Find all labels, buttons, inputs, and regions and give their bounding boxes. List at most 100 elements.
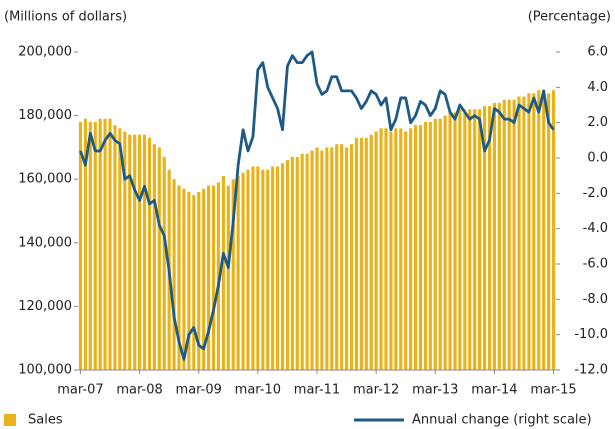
bar [276,166,280,370]
bar [547,93,551,370]
bar [271,166,275,370]
bar [172,179,176,370]
bar [492,102,496,370]
bar [103,118,107,370]
bar [142,134,147,370]
bar [93,121,97,371]
bar [340,144,344,370]
bar [433,118,437,370]
y-tick-label: 100,000 [18,363,72,378]
y-tick-label: 200,000 [18,45,72,60]
bar [335,144,339,370]
y2-tick-label: -2.0 [583,186,608,201]
bar [379,128,383,370]
bar [162,156,166,370]
y2-tick-label: 2.0 [587,115,608,130]
x-tick-label: mar-08 [116,383,162,398]
bar [369,134,373,370]
bar [537,90,541,370]
y2-tick-label: -8.0 [583,292,608,307]
y-tick-label: 140,000 [18,235,72,250]
x-tick-label: mar-15 [530,383,576,398]
bar [256,166,260,370]
bar [202,188,206,370]
bar [123,131,127,370]
y-axis-title: (Millions of dollars) [4,10,127,25]
bar [152,144,156,370]
bar [305,153,309,370]
bar [182,188,186,370]
bar [246,169,250,370]
bar [98,118,102,370]
bar [310,150,314,370]
x-tick-label: mar-11 [294,383,340,398]
bar [241,172,245,370]
bar [497,102,501,370]
bar [551,90,556,370]
bar [330,147,334,370]
x-tick-label: mar-07 [57,383,103,398]
bar [389,131,393,370]
bar [280,163,285,370]
y2-tick-label: -10.0 [574,327,608,342]
bar [108,118,112,370]
bar [409,128,413,370]
bar [423,121,427,371]
y2-tick-label: -12.0 [574,363,608,378]
bar [295,156,299,370]
bar [192,195,196,370]
bar [197,191,201,370]
bar [532,93,536,370]
bar [428,121,432,371]
y2-tick-label: 0.0 [587,151,608,166]
x-tick-label: mar-12 [353,383,399,398]
bar [542,90,546,370]
bar [261,169,265,370]
bar [78,121,83,371]
x-tick-label: mar-14 [471,383,517,398]
bar [394,128,398,370]
bar [384,128,388,370]
bar [251,166,255,370]
bar [207,185,211,370]
bar [133,134,137,370]
line [79,50,555,361]
bar [320,150,324,370]
bar [487,106,492,370]
y-tick-label: 160,000 [18,172,72,187]
bar [359,137,363,370]
bar [226,185,230,370]
bar [83,118,87,370]
bar [354,137,358,370]
legend-label: Annual change (right scale) [412,413,592,428]
bar [517,96,521,371]
y-tick-label: 120,000 [18,299,72,314]
bar [236,176,240,370]
bar [88,121,92,371]
bar [482,106,487,370]
bar [453,112,457,371]
bar [157,147,161,370]
y2-tick-label: -4.0 [583,221,608,236]
bar [325,147,329,370]
bar [399,128,403,370]
bar [128,134,132,370]
bar [418,125,423,370]
bar [502,99,506,370]
bar [231,179,235,370]
bar [118,128,122,370]
bar [211,185,216,370]
bar [458,109,462,371]
x-tick-label: mar-10 [235,383,281,398]
bar [344,147,349,370]
bar [113,125,117,370]
bar [364,137,368,370]
legend-swatch [4,414,16,426]
y2-axis-title: (Percentage) [528,10,611,25]
bar [187,191,191,370]
bar [522,96,526,371]
legend-label: Sales [28,413,63,428]
bar [177,185,181,370]
bar [349,144,354,370]
